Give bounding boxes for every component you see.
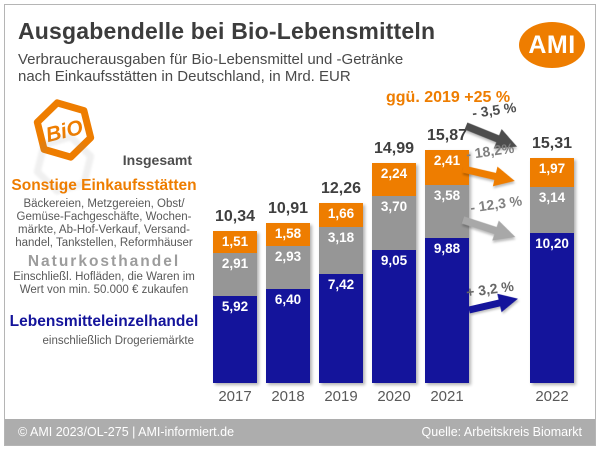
x-axis-label-2020: 2020 [377, 388, 411, 405]
segment-leh-2021: 9,88 [425, 237, 469, 384]
x-axis-label-2022: 2022 [535, 388, 569, 405]
segment-value-leh-2019: 7,42 [327, 277, 355, 293]
legend-sonstige-desc: Bäckereien, Metzgereien, Obst/ Gemüse-Fa… [15, 198, 193, 249]
legend-insgesamt: Insgesamt [122, 152, 192, 168]
segment-value-sonstige-2022: 1,97 [538, 161, 566, 176]
segment-value-leh-2022: 10,20 [535, 236, 569, 252]
legend-leh-label: Lebensmitteleinzelhandel [9, 313, 199, 330]
arrow-leh-up-icon [466, 286, 523, 323]
arrow-sonstige-down-icon [460, 156, 519, 194]
segment-naturkost-2020: 3,70 [372, 195, 416, 251]
ami-logo-text: AMI [528, 30, 576, 59]
bar-total-label-2022: 15,31 [531, 135, 573, 152]
segment-leh-2018: 6,40 [266, 289, 310, 384]
bar-2018: 10,91 1,58 2,93 6,40 2018 [266, 200, 310, 405]
legend-sonstige-label: Sonstige Einkaufsstätten [11, 177, 197, 194]
segment-value-sonstige-2018: 1,58 [274, 226, 302, 241]
bar-total-label-2018: 10,91 [267, 200, 309, 217]
segment-leh-2017: 5,92 [213, 295, 257, 383]
x-axis-label-2021: 2021 [430, 388, 464, 405]
segment-naturkost-2019: 3,18 [319, 227, 363, 275]
segment-value-leh-2017: 5,92 [221, 298, 249, 314]
legend-naturkost-label: Naturkosthandel [27, 253, 181, 270]
page-subtitle: Verbraucherausgaben für Bio-Lebensmittel… [18, 51, 404, 85]
segment-value-naturkost-2020: 3,70 [380, 198, 408, 214]
segment-value-sonstige-2019: 1,66 [327, 206, 355, 221]
segment-value-leh-2018: 6,40 [274, 292, 302, 308]
page-title: Ausgabendelle bei Bio-Lebensmitteln [18, 18, 436, 44]
segment-value-sonstige-2017: 1,51 [221, 234, 249, 249]
bar-total-label-2021: 15,87 [426, 127, 468, 144]
segment-leh-2020: 9,05 [372, 250, 416, 384]
bar-total-label-2017: 10,34 [214, 208, 256, 225]
segment-naturkost-2022: 3,14 [530, 187, 574, 234]
segment-naturkost-2017: 2,91 [213, 253, 257, 296]
bar-2022: 15,31 1,97 3,14 10,20 2022 [530, 135, 574, 405]
footer-source: Quelle: Arbeitskreis Biomarkt [421, 425, 582, 439]
footer-bar: © AMI 2023/OL-275 | AMI-informiert.de Qu… [5, 419, 595, 445]
arrow-naturkost-down-icon [459, 208, 521, 250]
segment-sonstige-2019: 1,66 [319, 203, 363, 228]
legend-naturkost-desc: Einschließl. Hofläden, die Waren im Wert… [13, 271, 195, 296]
x-axis-label-2018: 2018 [271, 388, 305, 405]
footer-copyright: © AMI 2023/OL-275 | AMI-informiert.de [18, 425, 235, 439]
legend-leh-desc: einschließlich Drogeriemärkte [42, 335, 194, 347]
segment-value-leh-2021: 9,88 [433, 240, 461, 256]
bar-2021: 15,87 2,41 3,58 9,88 2021 [425, 127, 469, 405]
bar-total-label-2020: 14,99 [373, 140, 415, 157]
x-axis-label-2019: 2019 [324, 388, 358, 405]
segment-sonstige-2017: 1,51 [213, 231, 257, 254]
segment-value-naturkost-2018: 2,93 [274, 249, 302, 265]
segment-sonstige-2021: 2,41 [425, 150, 469, 186]
segment-value-leh-2020: 9,05 [380, 253, 408, 269]
segment-naturkost-2021: 3,58 [425, 185, 469, 238]
bar-2020: 14,99 2,24 3,70 9,05 2020 [372, 140, 416, 405]
arrow-total-down-icon [461, 114, 524, 159]
segment-value-sonstige-2021: 2,41 [433, 153, 461, 168]
segment-value-naturkost-2019: 3,18 [327, 230, 355, 246]
segment-sonstige-2022: 1,97 [530, 158, 574, 187]
segment-naturkost-2018: 2,93 [266, 246, 310, 290]
legend: Insgesamt Sonstige Einkaufsstätten Bäcke… [8, 152, 200, 347]
bio-seal-icon: BiO [24, 96, 104, 176]
bar-total-label-2019: 12,26 [320, 180, 362, 197]
segment-sonstige-2020: 2,24 [372, 163, 416, 196]
annotation-headline: ggü. 2019 +25 % [386, 89, 511, 106]
segment-value-naturkost-2021: 3,58 [433, 188, 461, 204]
bio-seal-reflection [24, 133, 104, 198]
segment-sonstige-2018: 1,58 [266, 223, 310, 247]
segment-value-sonstige-2020: 2,24 [380, 166, 408, 181]
segment-leh-2019: 7,42 [319, 274, 363, 384]
ami-logo: AMI [519, 22, 585, 68]
bar-2017: 10,34 1,51 2,91 5,92 2017 [213, 208, 257, 405]
bar-2019: 12,26 1,66 3,18 7,42 2019 [319, 180, 363, 405]
segment-leh-2022: 10,20 [530, 233, 574, 384]
segment-value-naturkost-2022: 3,14 [538, 190, 566, 205]
x-axis-label-2017: 2017 [218, 388, 252, 405]
segment-value-naturkost-2017: 2,91 [221, 256, 249, 272]
